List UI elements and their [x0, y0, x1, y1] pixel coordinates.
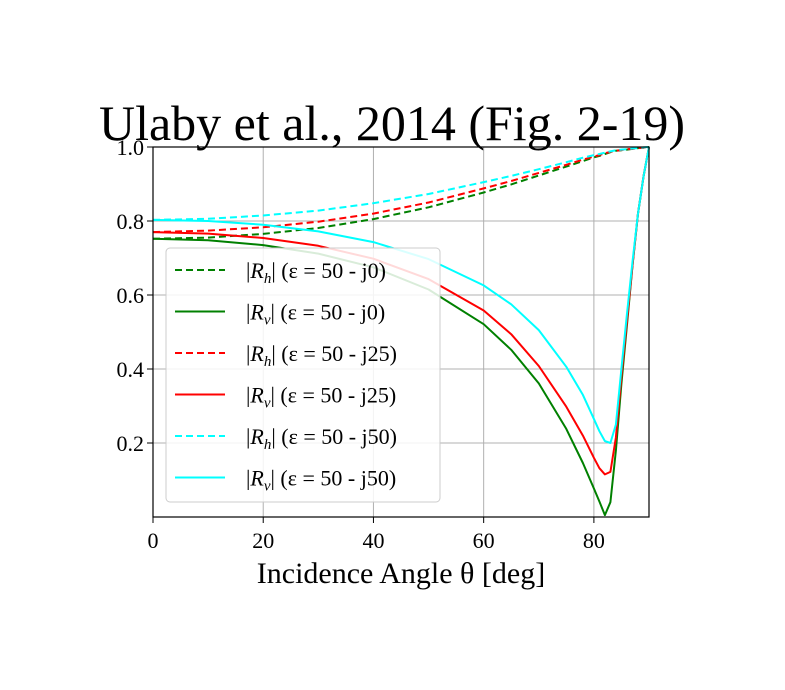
legend: |Rh| (ε = 50 - j0) |Rv| (ε = 50 - j0) |Rh|… — [165, 247, 441, 503]
x-tick-label: 40 — [362, 528, 384, 553]
plot-frame — [152, 146, 650, 518]
series-line-1 — [152, 146, 650, 240]
legend-box — [165, 247, 441, 503]
series-line-5 — [152, 146, 650, 221]
x-tick-label: 0 — [148, 528, 159, 553]
y-tick-label: 1.0 — [117, 135, 145, 160]
legend-label-4: |Rv| (ε = 50 - j25) — [246, 383, 396, 412]
x-tick-label: 60 — [473, 528, 495, 553]
y-tick-label: 0.2 — [117, 431, 145, 456]
legend-label-1: |Rh| (ε = 50 - j0) — [246, 258, 386, 287]
legend-label-5: |Rh| (ε = 50 - j50) — [246, 424, 397, 453]
x-tick-label: 80 — [583, 528, 605, 553]
legend-label-6: |Rv| (ε = 50 - j50) — [246, 466, 396, 495]
y-tick-label: 0.8 — [117, 209, 145, 234]
legend-label-3: |Rh| (ε = 50 - j25) — [246, 341, 397, 370]
x-tick-label: 20 — [252, 528, 274, 553]
series-line-6 — [152, 146, 650, 444]
tick-layer: 0 20 40 60 80 0.2 0.4 0.6 0.8 1.0 — [117, 135, 605, 553]
series-line-3 — [152, 146, 650, 234]
chart-title: Ulaby et al., 2014 (Fig. 2-19) — [99, 95, 685, 151]
y-tick-label: 0.6 — [117, 283, 145, 308]
y-tick-label: 0.4 — [117, 357, 145, 382]
legend-label-2: |Rv| (ε = 50 - j0) — [246, 300, 385, 329]
x-axis-label: Incidence Angle θ [deg] — [257, 557, 545, 590]
